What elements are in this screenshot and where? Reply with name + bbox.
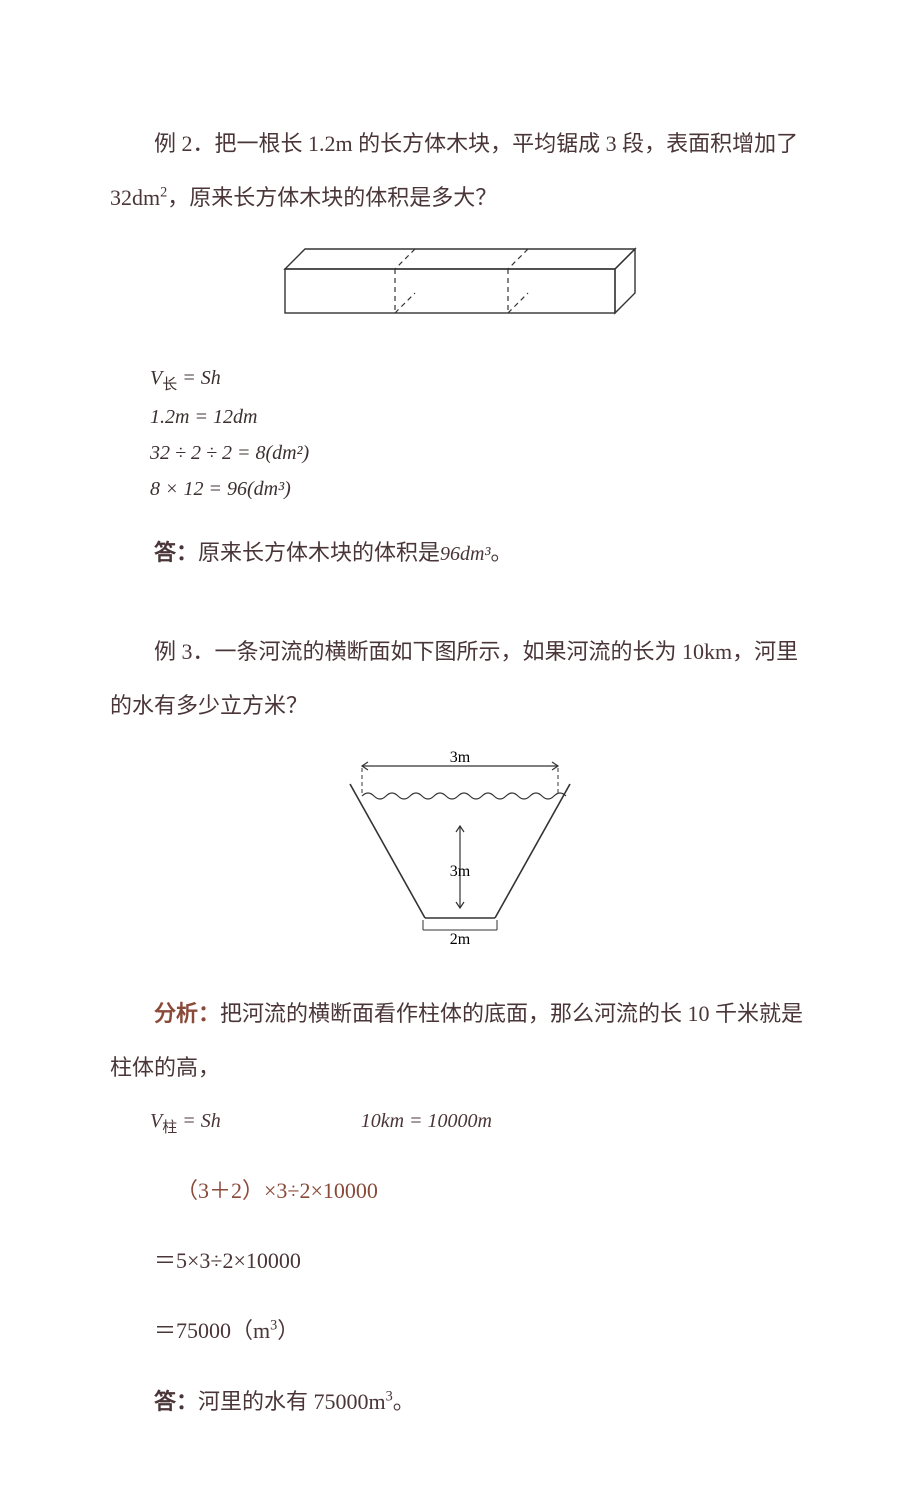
ex2-figure (110, 241, 810, 336)
bottom-width-label: 2m (450, 931, 471, 948)
ex3-formula-row: V柱 = Sh 10km = 10000m (150, 1099, 810, 1145)
cuboid-svg (280, 241, 640, 319)
ex3-answer: 答：河里的水有 75000m3。 (154, 1378, 810, 1426)
ex3-answer-prefix: 河里的水有 75000m (198, 1389, 386, 1414)
ex2-answer: 答：原来长方体木块的体积是96dm³。 (154, 529, 810, 577)
ex2-answer-text: 原来长方体木块的体积是 (198, 540, 440, 565)
ex3-problem-text1: 一条河流的横断面如下图所示，如果河流的长为 10km，河里 (215, 639, 799, 664)
ex3-analysis-line1: 分析：把河流的横断面看作柱体的底面，那么河流的长 10 千米就是 (110, 990, 810, 1038)
ex3-calc-l1-text: （3＋2）×3÷2×10000 (176, 1178, 378, 1203)
ex3-analysis-line2: 柱体的高， (110, 1044, 810, 1092)
ex2-work-l1: 1.2m = 12dm (150, 399, 810, 435)
ex3-calc-l2: ＝5×3÷2×10000 (154, 1237, 810, 1285)
ex2-line2-prefix: 32dm (110, 185, 160, 210)
ex3-answer-sup: 3 (386, 1388, 393, 1404)
ex3-sup-3: 3 (270, 1318, 277, 1334)
height-label: 3m (450, 863, 471, 880)
ex3-calc-l3: ＝75000（m3） (154, 1307, 810, 1355)
ex3-answer-label: 答： (154, 1389, 198, 1414)
ex3-answer-suffix: 。 (393, 1389, 415, 1414)
ex3-problem-line1: 例 3．一条河流的横断面如下图所示，如果河流的长为 10km，河里 (110, 628, 810, 676)
ex3-problem-line2: 的水有多少立方米？ (110, 682, 810, 730)
trapezoid-svg: 3m 3m 2m (310, 748, 610, 948)
ex2-problem-line1: 例 2．把一根长 1.2m 的长方体木块，平均锯成 3 段，表面积增加了 (110, 120, 810, 168)
ex3-analysis-label: 分析： (154, 1001, 220, 1026)
ex2-answer-val: 96dm³ (440, 543, 490, 565)
ex3-calc-l3-prefix: ＝75000（m (154, 1318, 270, 1343)
ex3-figure: 3m 3m 2m (110, 748, 810, 965)
ex3-label: 例 3． (154, 639, 215, 664)
ex3-conv: 10km = 10000m (361, 1099, 492, 1145)
top-width-label: 3m (450, 749, 471, 766)
ex3-analysis-text1: 把河流的横断面看作柱体的底面，那么河流的长 10 千米就是 (220, 1001, 803, 1026)
ex3-calc-l1: （3＋2）×3÷2×10000 (176, 1167, 810, 1215)
ex2-line2-suffix: ，原来长方体木块的体积是多大？ (167, 185, 497, 210)
ex2-label: 例 2． (154, 131, 215, 156)
ex2-work-l2: 32 ÷ 2 ÷ 2 = 8(dm²) (150, 435, 810, 471)
ex3-calc-l3-suffix: ） (277, 1318, 299, 1343)
ex2-problem-text1: 把一根长 1.2m 的长方体木块，平均锯成 3 段，表面积增加了 (215, 131, 799, 156)
page-content: 例 2．把一根长 1.2m 的长方体木块，平均锯成 3 段，表面积增加了 32d… (0, 0, 920, 1508)
ex2-work-l3: 8 × 12 = 96(dm³) (150, 471, 810, 507)
ex2-problem-line2: 32dm2，原来长方体木块的体积是多大？ (110, 174, 810, 222)
ex2-answer-end: 。 (490, 540, 512, 565)
ex3-formula: V柱 = Sh (150, 1099, 221, 1145)
ex2-answer-label: 答： (154, 540, 198, 565)
ex2-formula: V长 = Sh (150, 360, 810, 399)
